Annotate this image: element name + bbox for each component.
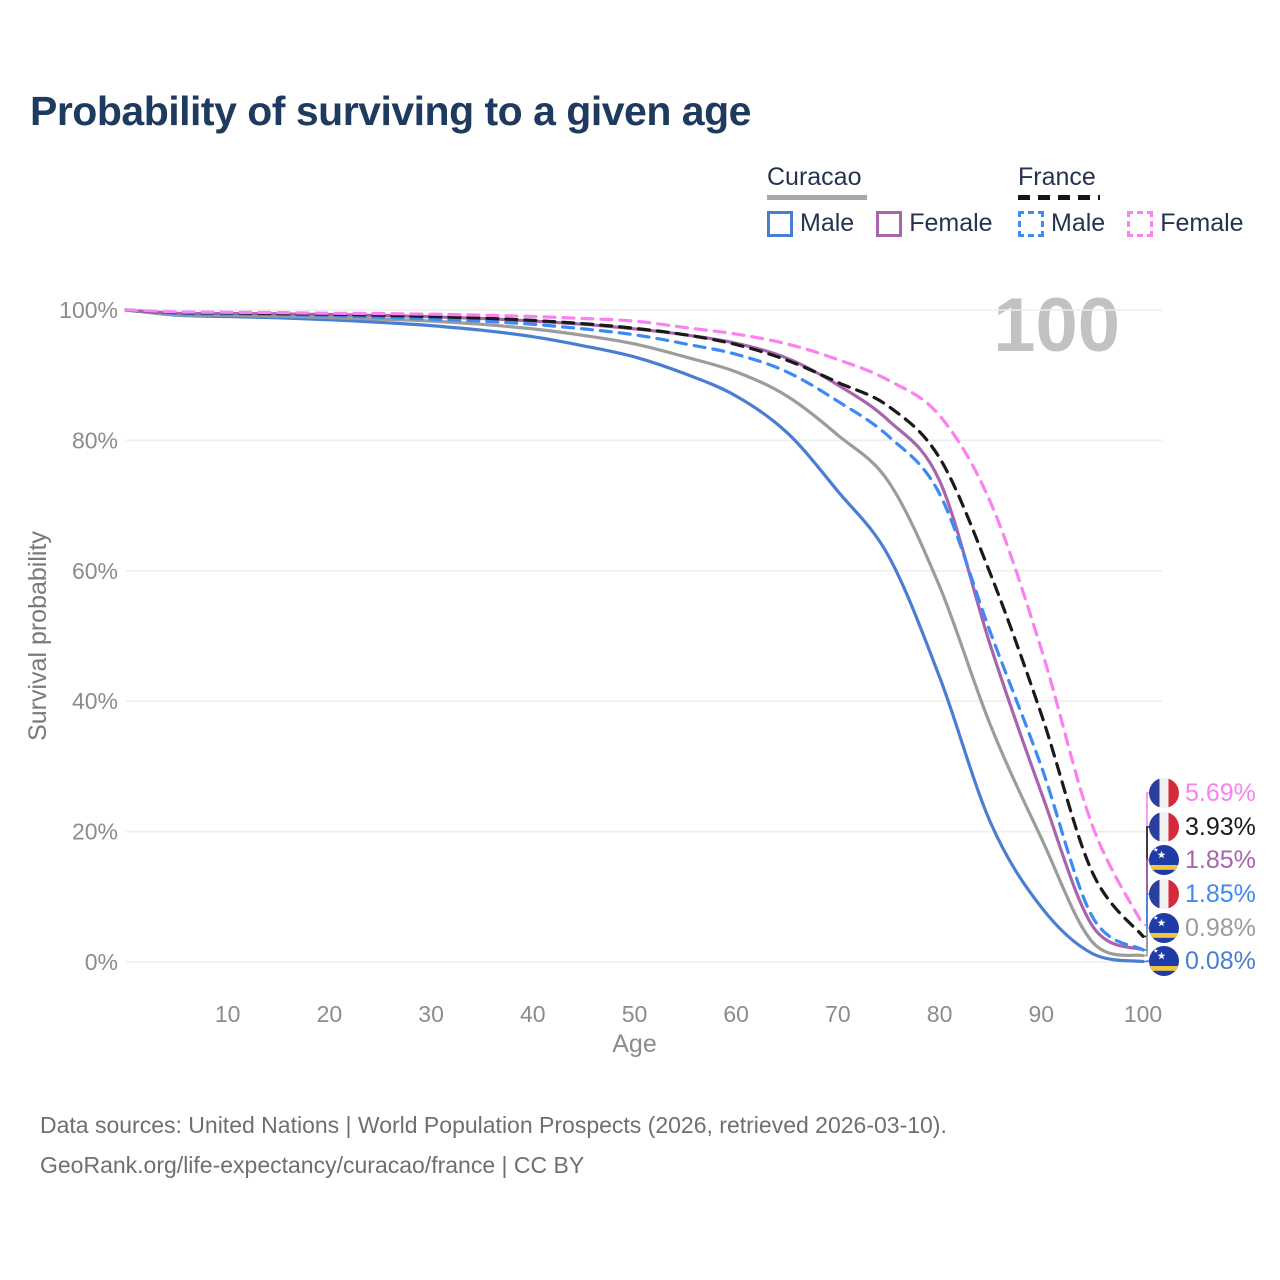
x-tick-label: 80 [927,1001,953,1027]
legend-group-curacao: Curacao Male Female [767,163,993,238]
france-female-swatch-icon [1127,210,1154,237]
end-value: 3.93% [1185,812,1256,841]
curve-france-total [124,308,1145,938]
legend-header-france: France [1018,163,1096,191]
end-label-france-female: 5.69% [1149,778,1256,808]
legend-label: Female [909,209,993,237]
curacao-flag-icon [1149,913,1179,943]
data-sources-line2: GeoRank.org/life-expectancy/curacao/fran… [40,1151,585,1178]
y-tick-label: 40% [72,688,118,714]
curve-france-female [124,308,1145,927]
france-flag-icon [1149,778,1179,808]
x-tick-label: 100 [1124,1001,1162,1027]
x-tick-label: 30 [418,1001,444,1027]
legend-item-curacao-male: Male [767,209,854,238]
x-tick-label: 60 [723,1001,749,1027]
x-tick-label: 50 [622,1001,648,1027]
curacao-flag-icon [1149,946,1179,976]
legend-label: Male [800,209,855,237]
legend-label: Female [1160,209,1244,237]
curve-france-male [124,308,1145,952]
end-value: 0.08% [1185,946,1256,975]
y-tick-label: 60% [72,558,118,584]
legend-header-curacao: Curacao [767,163,862,191]
y-axis-title: Survival probability [24,531,52,741]
y-tick-label: 80% [72,427,118,453]
y-tick-label: 0% [85,949,118,975]
end-value: 5.69% [1185,778,1256,807]
current-age-watermark: 100 [993,283,1120,368]
curve-curacao-male [124,308,1145,964]
france-flag-icon [1149,812,1179,842]
end-label-curacao-male: 0.08% [1149,946,1256,976]
x-tick-label: 70 [825,1001,851,1027]
legend-item-curacao-female: Female [876,209,993,238]
curve-curacao-total [124,308,1145,958]
france-flag-icon [1149,879,1179,909]
y-tick-label: 100% [59,297,118,323]
curacao-male-swatch-icon [767,210,793,237]
end-value: 1.85% [1185,845,1256,874]
end-value: 1.85% [1185,879,1256,908]
curacao-female-swatch-icon [876,210,903,237]
x-tick-label: 40 [520,1001,546,1027]
data-sources: Data sources: United Nations | World Pop… [40,1106,947,1185]
france-line-style-sample [1018,195,1100,200]
data-sources-line1: Data sources: United Nations | World Pop… [40,1112,947,1138]
legend-item-france-male: Male [1018,209,1105,238]
legend-item-france-female: Female [1127,209,1244,238]
legend-label: Male [1051,209,1106,237]
x-tick-label: 20 [317,1001,343,1027]
end-label-curacao-female: 1.85% [1149,845,1256,875]
legend-group-france: France Male Female [1018,163,1244,238]
curacao-line-style-sample [767,195,867,200]
france-male-swatch-icon [1018,210,1044,237]
page-title: Probability of surviving to a given age [30,88,751,134]
y-tick-label: 20% [72,819,118,845]
end-value: 0.98% [1185,913,1256,942]
end-label-france-total: 3.93% [1149,812,1256,842]
curacao-flag-icon [1149,845,1179,875]
x-axis-title: Age [612,1030,656,1058]
end-label-curacao-total: 0.98% [1149,913,1256,943]
end-label-france-male: 1.85% [1149,879,1256,909]
x-tick-label: 90 [1029,1001,1055,1027]
x-tick-label: 10 [215,1001,241,1027]
